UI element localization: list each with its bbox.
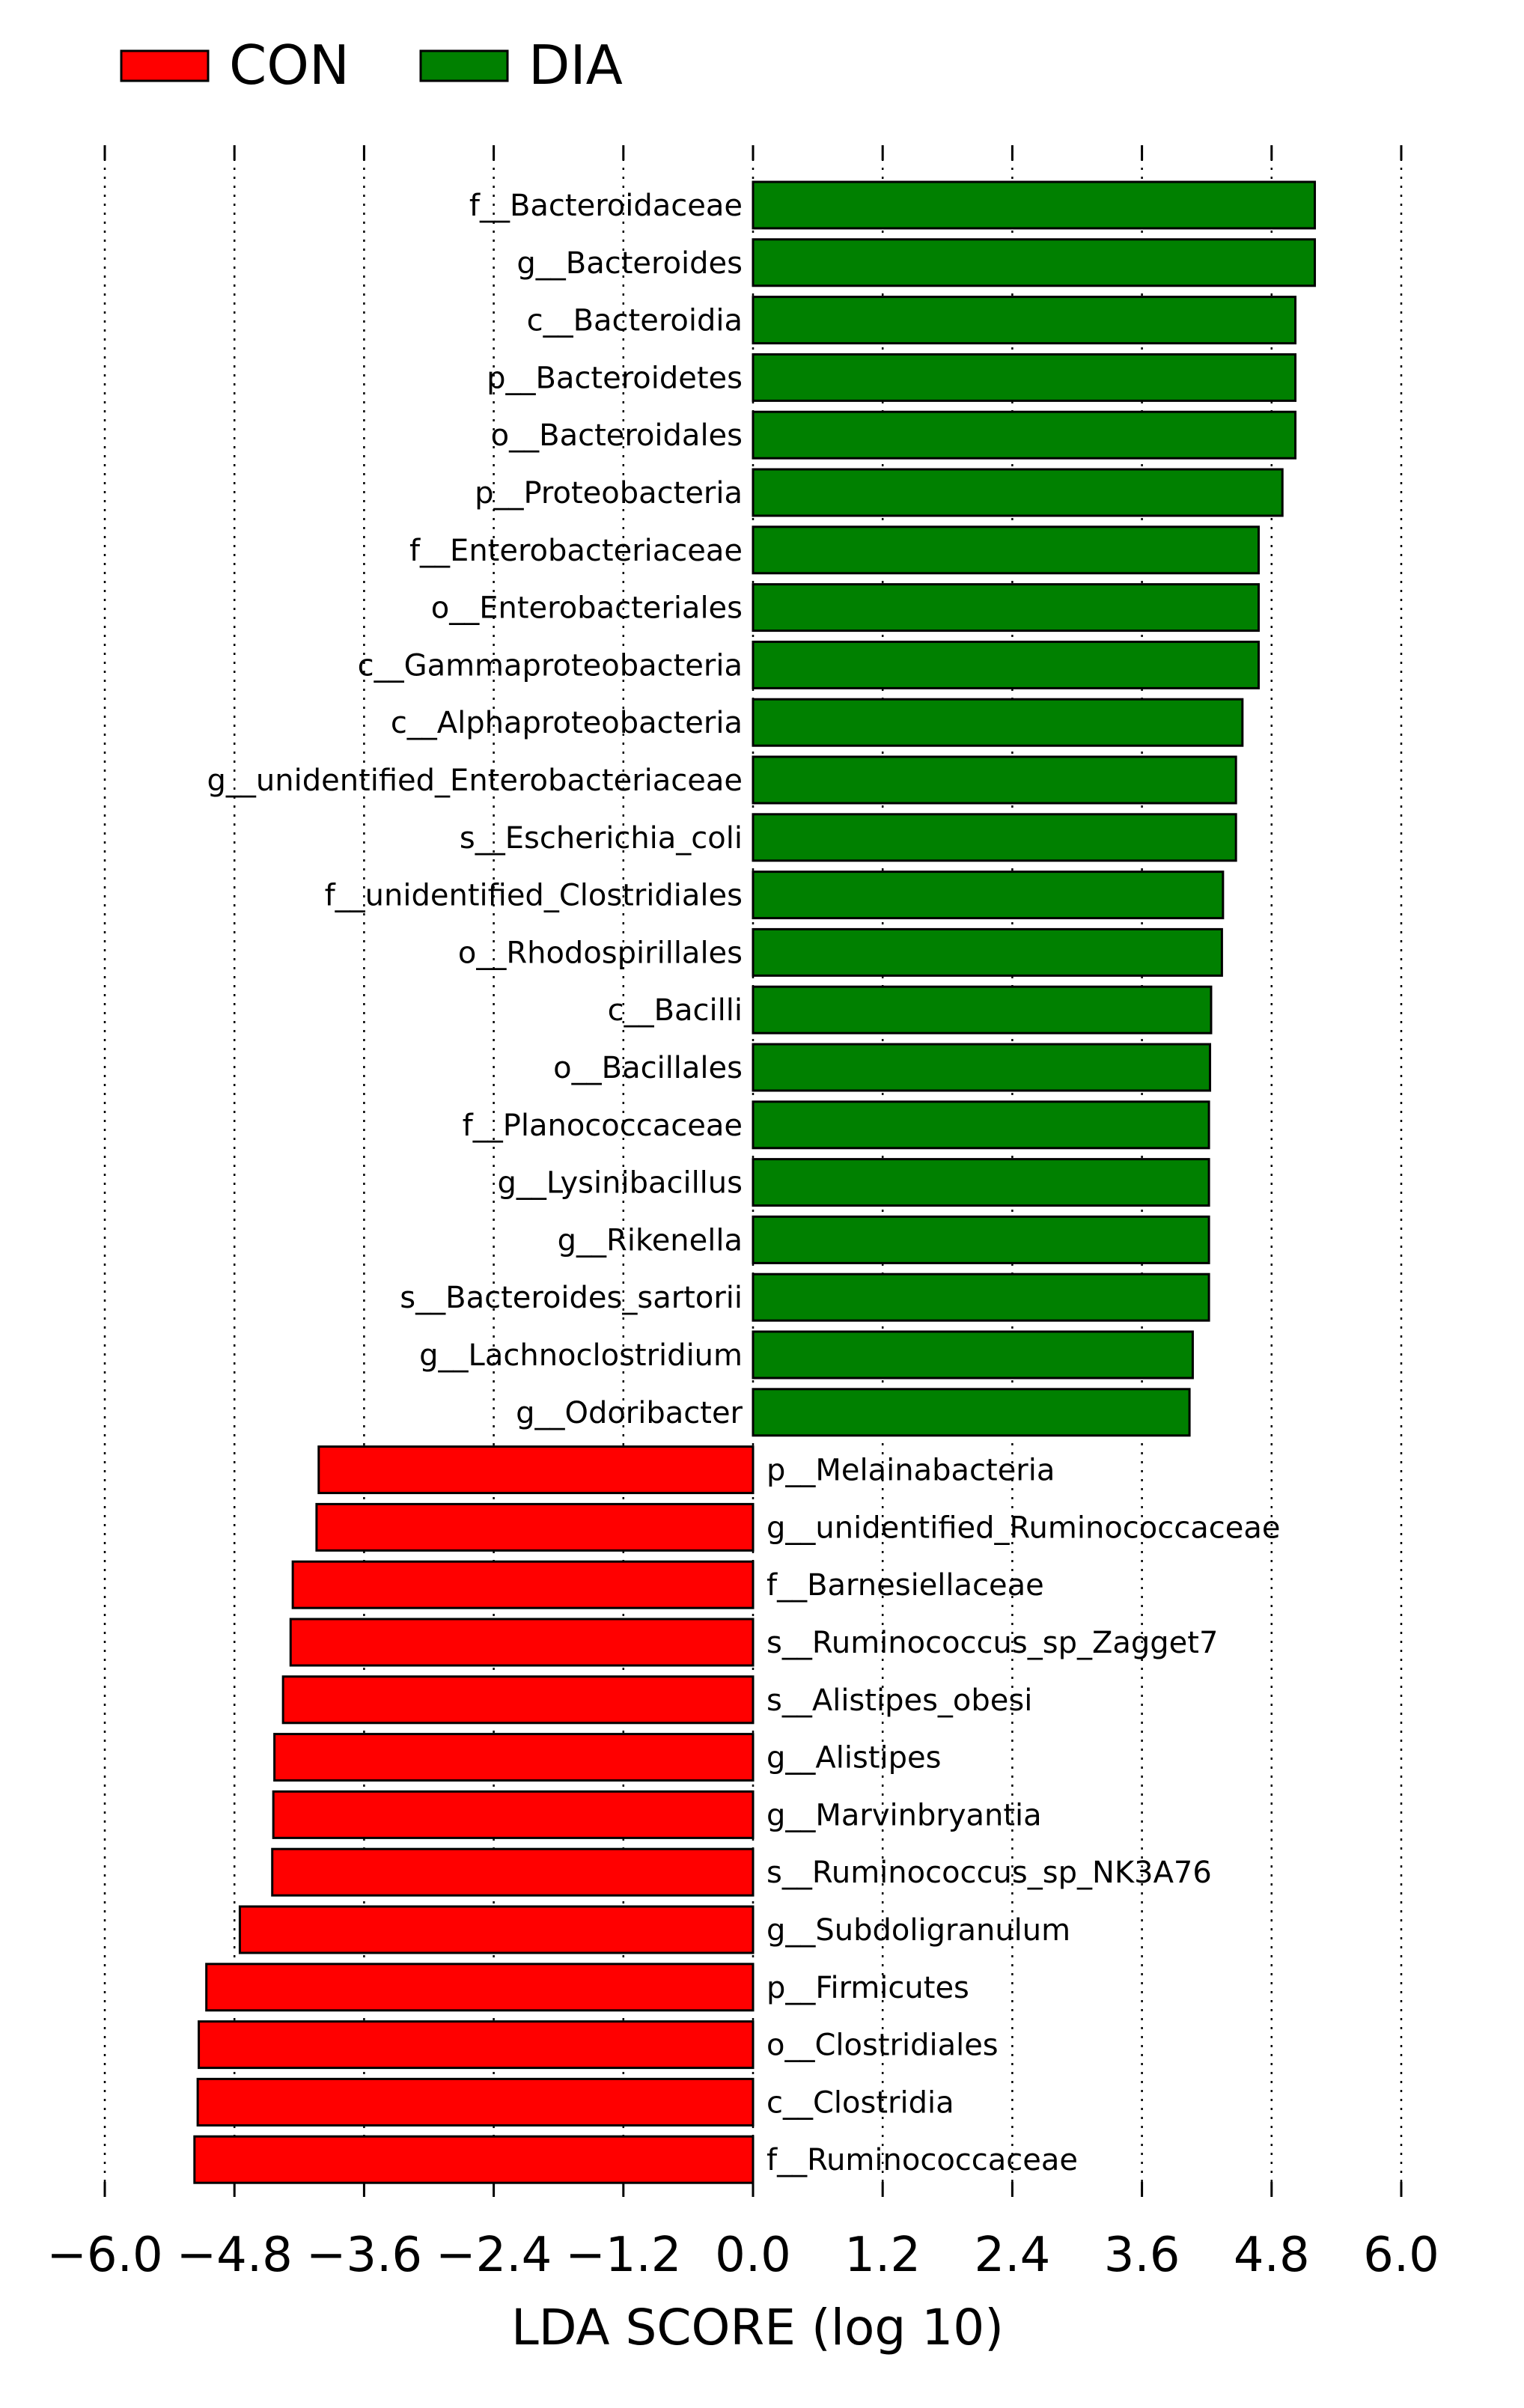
x-tick-label: −3.6 (306, 2228, 422, 2283)
bar-dia (752, 1158, 1210, 1207)
bar-label: c__Clostridia (766, 2085, 954, 2120)
bar-dia (752, 410, 1297, 460)
bar-dia (752, 468, 1284, 517)
bar-con (317, 1445, 755, 1495)
bar-label: f__Bacteroidaceae (469, 189, 743, 223)
grid-lines (103, 145, 1403, 2197)
bar-label: s__Bacteroides_sartorii (400, 1281, 743, 1315)
bar-dia (752, 640, 1260, 689)
bar-con (198, 2020, 755, 2070)
bar-dia (752, 1272, 1210, 1322)
bar-label: c__Alphaproteobacteria (391, 706, 743, 740)
bar-dia (752, 583, 1260, 633)
x-tick-label: 1.2 (844, 2228, 921, 2283)
bar-dia (752, 871, 1225, 920)
bar-label: g__Alistipes (766, 1741, 941, 1775)
bar-dia (752, 1100, 1210, 1150)
bar-dia (752, 927, 1223, 977)
bar-con (238, 1905, 755, 1954)
x-tick-label: 3.6 (1104, 2228, 1180, 2283)
bar-label: c__Bacilli (608, 993, 743, 1028)
legend: CON DIA (120, 34, 623, 97)
bar-label: g__Bacteroides (516, 246, 743, 281)
bar-label: g__Lysinibacillus (497, 1166, 743, 1201)
bar-con (289, 1618, 755, 1667)
bar-dia (752, 525, 1260, 575)
x-tick-label: 6.0 (1363, 2228, 1439, 2283)
bar-label: p__Melainabacteria (766, 1454, 1055, 1488)
bar-con (271, 1847, 755, 1897)
bar-label: o__Bacillales (553, 1051, 743, 1085)
bar-dia (752, 353, 1297, 402)
bar-label: c__Gammaproteobacteria (358, 648, 743, 683)
bar-dia (752, 813, 1237, 862)
bar-label: g__Odoribacter (516, 1396, 743, 1430)
bar-con (291, 1560, 755, 1609)
x-tick-label: 0.0 (715, 2228, 791, 2283)
bar-label: f__Ruminococcaceae (766, 2143, 1078, 2177)
bar-label: s__Ruminococcus_sp_Zagget7 (766, 1626, 1218, 1660)
bar-label: g__Subdoligranulum (766, 1913, 1070, 1948)
bar-dia (752, 180, 1317, 230)
bar-label: p__Proteobacteria (475, 476, 743, 510)
bar-con (281, 1675, 755, 1725)
bar-label: o__Rhodospirillales (458, 936, 743, 970)
x-axis: −6.0 −4.8 −3.6 −2.4 −1.2 0.0 1.2 2.4 3.6 4.8 6.0 (46, 2182, 1439, 2283)
bar-label: g__unidentified_Ruminococcaceae (766, 1511, 1280, 1545)
bar-label: p__Bacteroidetes (487, 361, 743, 395)
bar-label: o__Enterobacteriales (431, 591, 743, 626)
x-axis-title: LDA SCORE (log 10) (511, 2299, 1004, 2356)
bar-labels: f__Bacteroidaceae g__Bacteroides c__Bacter… (207, 189, 1281, 2177)
bar-label: p__Firmicutes (766, 1971, 969, 2005)
bars (193, 180, 1317, 2184)
bar-dia (752, 755, 1237, 805)
bar-label: o__Bacteroidales (491, 418, 743, 453)
bar-label: f__unidentified_Clostridiales (325, 879, 743, 913)
legend-label-con: CON (229, 34, 350, 97)
x-tick-label: 4.8 (1234, 2228, 1310, 2283)
bar-con (273, 1733, 755, 1782)
x-tick-label: 2.4 (975, 2228, 1051, 2283)
bar-label: s__Alistipes_obesi (766, 1683, 1032, 1718)
bar-label: g__Rikenella (558, 1223, 743, 1258)
bar-con (272, 1790, 755, 1839)
bar-label: o__Clostridiales (766, 2028, 999, 2063)
x-tick-label: −4.8 (176, 2228, 292, 2283)
bar-con (315, 1502, 755, 1552)
bar-dia (752, 1215, 1210, 1264)
bar-dia (752, 238, 1317, 287)
bar-label: c__Bacteroidia (527, 304, 743, 338)
bar-label: f__Barnesiellaceae (766, 1568, 1044, 1603)
bar-label: s__Escherichia_coli (460, 821, 743, 856)
bar-con (193, 2135, 755, 2184)
legend-swatch-con (120, 49, 210, 82)
x-tick-label: −2.4 (436, 2228, 552, 2283)
bar-dia (752, 1388, 1191, 1437)
bar-label: f__Planococcaceae (463, 1109, 743, 1143)
bar-label: s__Ruminococcus_sp_NK3A76 (766, 1856, 1212, 1890)
bar-dia (752, 1330, 1194, 1380)
x-tick-label: −1.2 (565, 2228, 681, 2283)
bar-label: f__Enterobacteriaceae (409, 534, 743, 568)
legend-swatch-dia (419, 49, 509, 82)
bar-con (205, 1963, 755, 2012)
legend-label-dia: DIA (528, 34, 623, 97)
bar-dia (752, 698, 1244, 747)
bar-dia (752, 985, 1213, 1034)
x-tick-label: −6.0 (46, 2228, 162, 2283)
bar-con (196, 2077, 755, 2127)
bar-dia (752, 296, 1297, 345)
bar-label: g__Lachnoclostridium (419, 1338, 743, 1373)
bar-label: g__unidentified_Enterobacteriaceae (207, 763, 743, 798)
bar-label: g__Marvinbryantia (766, 1798, 1042, 1832)
bar-dia (752, 1043, 1212, 1092)
